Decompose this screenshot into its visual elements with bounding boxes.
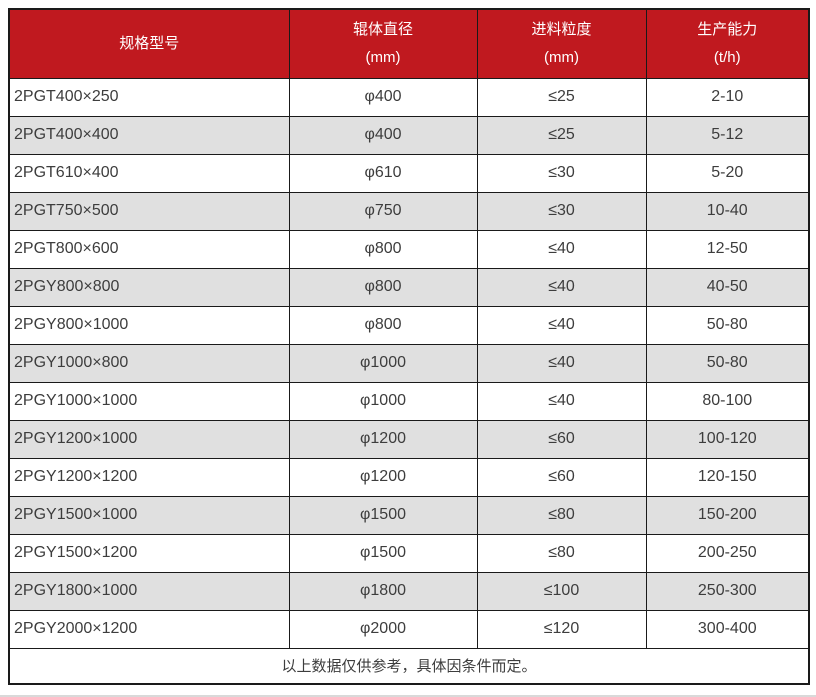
cell-model: 2PGY1500×1200 bbox=[8, 533, 290, 573]
cell-diameter: φ400 bbox=[288, 77, 478, 117]
cell-feed-size: ≤100 bbox=[476, 571, 647, 611]
table-row: 2PGT750×500 φ750 ≤30 10-40 bbox=[8, 191, 810, 231]
cell-model: 2PGY800×1000 bbox=[8, 305, 290, 345]
footer-row: 以上数据仅供参考，具体因条件而定。 bbox=[8, 647, 810, 685]
table-footer: 以上数据仅供参考，具体因条件而定。 bbox=[8, 647, 810, 685]
table-row: 2PGY1200×1000 φ1200 ≤60 100-120 bbox=[8, 419, 810, 459]
cell-model: 2PGY1200×1200 bbox=[8, 457, 290, 497]
cell-capacity: 40-50 bbox=[645, 267, 810, 307]
cell-feed-size: ≤80 bbox=[476, 533, 647, 573]
cell-diameter: φ1000 bbox=[288, 343, 478, 383]
cell-feed-size: ≤40 bbox=[476, 343, 647, 383]
table-body: 2PGT400×250 φ400 ≤25 2-10 2PGT400×400 φ400 ≤25… bbox=[8, 77, 810, 649]
cell-model: 2PGT800×600 bbox=[8, 229, 290, 269]
cell-diameter: φ1000 bbox=[288, 381, 478, 421]
cell-feed-size: ≤25 bbox=[476, 115, 647, 155]
cell-capacity: 80-100 bbox=[645, 381, 810, 421]
spec-table: 规格型号 辊体直径 (mm) 进料粒度 (mm) 生产能力 (t/h) 2PGT… bbox=[8, 8, 810, 685]
cell-capacity: 200-250 bbox=[645, 533, 810, 573]
table-row: 2PGY1500×1000 φ1500 ≤80 150-200 bbox=[8, 495, 810, 535]
cell-model: 2PGY2000×1200 bbox=[8, 609, 290, 649]
table-row: 2PGY1000×800 φ1000 ≤40 50-80 bbox=[8, 343, 810, 383]
cell-capacity: 10-40 bbox=[645, 191, 810, 231]
header-cell-model: 规格型号 bbox=[8, 8, 290, 79]
cell-capacity: 50-80 bbox=[645, 305, 810, 345]
cell-feed-size: ≤80 bbox=[476, 495, 647, 535]
cell-model: 2PGY1200×1000 bbox=[8, 419, 290, 459]
cell-capacity: 300-400 bbox=[645, 609, 810, 649]
header-label-diameter: 辊体直径 bbox=[352, 20, 413, 38]
cell-feed-size: ≤60 bbox=[476, 419, 647, 459]
cell-diameter: φ2000 bbox=[288, 609, 478, 649]
table-row: 2PGT610×400 φ610 ≤30 5-20 bbox=[8, 153, 810, 193]
cell-diameter: φ800 bbox=[288, 267, 478, 307]
cell-feed-size: ≤60 bbox=[476, 457, 647, 497]
table-row: 2PGT800×600 φ800 ≤40 12-50 bbox=[8, 229, 810, 269]
table-row: 2PGY1500×1200 φ1500 ≤80 200-250 bbox=[8, 533, 810, 573]
cell-capacity: 5-12 bbox=[645, 115, 810, 155]
table-row: 2PGY1200×1200 φ1200 ≤60 120-150 bbox=[8, 457, 810, 497]
cell-capacity: 2-10 bbox=[645, 77, 810, 117]
cell-model: 2PGT400×400 bbox=[8, 115, 290, 155]
cell-feed-size: ≤120 bbox=[476, 609, 647, 649]
footer-note: 以上数据仅供参考，具体因条件而定。 bbox=[8, 647, 810, 685]
cell-diameter: φ800 bbox=[288, 305, 478, 345]
cell-diameter: φ1500 bbox=[288, 533, 478, 573]
cell-model: 2PGT610×400 bbox=[8, 153, 290, 193]
header-cell-capacity: 生产能力 (t/h) bbox=[645, 8, 810, 79]
cell-diameter: φ800 bbox=[288, 229, 478, 269]
cell-diameter: φ610 bbox=[288, 153, 478, 193]
header-cell-diameter: 辊体直径 (mm) bbox=[288, 8, 478, 79]
cell-model: 2PGY1800×1000 bbox=[8, 571, 290, 611]
cell-capacity: 5-20 bbox=[645, 153, 810, 193]
table-header: 规格型号 辊体直径 (mm) 进料粒度 (mm) 生产能力 (t/h) bbox=[8, 8, 810, 79]
table-row: 2PGY800×800 φ800 ≤40 40-50 bbox=[8, 267, 810, 307]
cell-capacity: 250-300 bbox=[645, 571, 810, 611]
cell-capacity: 50-80 bbox=[645, 343, 810, 383]
header-row: 规格型号 辊体直径 (mm) 进料粒度 (mm) 生产能力 (t/h) bbox=[8, 8, 810, 79]
table-row: 2PGY2000×1200 φ2000 ≤120 300-400 bbox=[8, 609, 810, 649]
header-label-model: 规格型号 bbox=[119, 34, 180, 52]
cell-feed-size: ≤30 bbox=[476, 191, 647, 231]
cell-feed-size: ≤40 bbox=[476, 381, 647, 421]
cell-capacity: 100-120 bbox=[645, 419, 810, 459]
cell-feed-size: ≤40 bbox=[476, 229, 647, 269]
cell-model: 2PGY800×800 bbox=[8, 267, 290, 307]
cell-model: 2PGT400×250 bbox=[8, 77, 290, 117]
cell-diameter: φ400 bbox=[288, 115, 478, 155]
cell-diameter: φ1500 bbox=[288, 495, 478, 535]
cell-capacity: 120-150 bbox=[645, 457, 810, 497]
cell-feed-size: ≤30 bbox=[476, 153, 647, 193]
cell-feed-size: ≤40 bbox=[476, 305, 647, 345]
cell-feed-size: ≤40 bbox=[476, 267, 647, 307]
header-cell-feed-size: 进料粒度 (mm) bbox=[476, 8, 647, 79]
table-row: 2PGT400×250 φ400 ≤25 2-10 bbox=[8, 77, 810, 117]
header-label-feed-size: 进料粒度 bbox=[531, 20, 592, 38]
cell-capacity: 12-50 bbox=[645, 229, 810, 269]
cell-model: 2PGY1000×800 bbox=[8, 343, 290, 383]
header-label-capacity: 生产能力 bbox=[697, 20, 758, 38]
table-row: 2PGY1800×1000 φ1800 ≤100 250-300 bbox=[8, 571, 810, 611]
header-unit-diameter: (mm) bbox=[365, 48, 401, 66]
cell-model: 2PGY1500×1000 bbox=[8, 495, 290, 535]
cell-diameter: φ1200 bbox=[288, 457, 478, 497]
header-unit-feed-size: (mm) bbox=[544, 48, 579, 66]
table-row: 2PGY800×1000 φ800 ≤40 50-80 bbox=[8, 305, 810, 345]
header-unit-capacity: (t/h) bbox=[713, 48, 741, 66]
cell-diameter: φ1200 bbox=[288, 419, 478, 459]
table-row: 2PGT400×400 φ400 ≤25 5-12 bbox=[8, 115, 810, 155]
table-row: 2PGY1000×1000 φ1000 ≤40 80-100 bbox=[8, 381, 810, 421]
cell-capacity: 150-200 bbox=[645, 495, 810, 535]
cell-diameter: φ750 bbox=[288, 191, 478, 231]
cell-diameter: φ1800 bbox=[288, 571, 478, 611]
cell-feed-size: ≤25 bbox=[476, 77, 647, 117]
cell-model: 2PGY1000×1000 bbox=[8, 381, 290, 421]
cell-model: 2PGT750×500 bbox=[8, 191, 290, 231]
